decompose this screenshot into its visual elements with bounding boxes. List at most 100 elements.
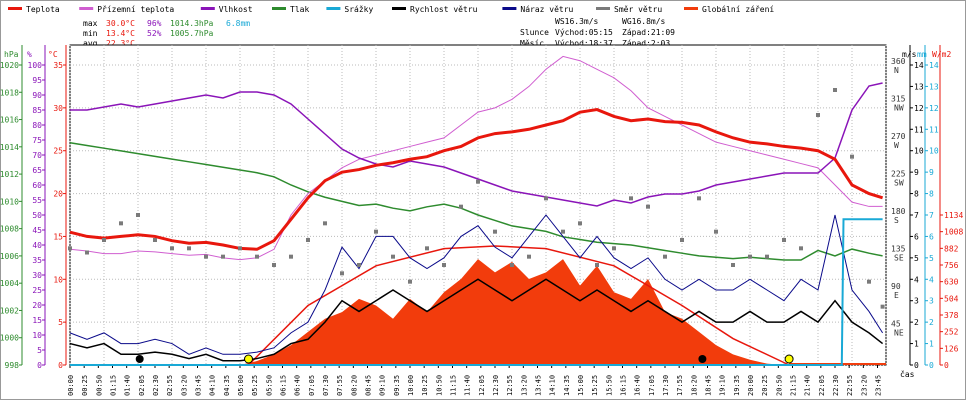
series-wind-direction-point [153,238,157,242]
right-axis-label: 1008 [944,228,963,237]
left-axis-label: 70 [32,151,42,160]
legend-label-6: Náraz větru [520,5,573,14]
left-axis-label: 20 [32,301,42,310]
stats-press-max: 1014.3hPa [170,19,214,28]
x-tick-label: 17:30 [662,375,670,396]
x-tick-label: 18:20 [690,375,698,396]
left-axis-label: 1006 [0,252,19,261]
stats-label-min: min [83,29,98,38]
series-wind-direction-point [833,88,837,92]
series-wind-direction-point [578,221,582,226]
left-axis-unit-0: hPa [4,50,19,59]
direction-deg-SW: 225 [891,170,906,179]
x-tick-label: 22:55 [846,375,854,396]
x-tick-label: 03:45 [195,375,203,396]
left-axis-label: 95 [32,76,42,85]
legend-swatch-1 [79,7,94,10]
left-axis-label: 75 [32,136,42,145]
right-axis-unit-0: m/s [902,50,917,59]
left-axis-label: 1018 [0,88,19,97]
legend-swatch-2 [200,7,215,10]
x-tick-label: 06:15 [280,375,288,396]
left-axis-label: 15 [32,316,42,325]
series-wind-direction-point [357,263,361,267]
series-wind-speed-line [69,278,884,362]
moon-set: Západ:2:03 [622,39,670,48]
right-axis-label: 4 [914,275,919,284]
series-wind-direction-point [391,254,395,259]
series-wind-direction-point [867,279,871,284]
x-tick-label: 08:45 [365,375,373,396]
series-wind-direction-point [238,246,242,251]
right-axis-label: 6 [929,232,934,241]
series-wind-direction-point [510,263,514,267]
series-wind-direction-point [612,246,616,251]
right-axis-label: 0 [914,361,919,370]
series-wind-direction-point [880,304,885,309]
x-tick-label: 05:00 [237,375,245,396]
sun-set: Západ:21:09 [622,28,675,37]
right-axis-label: 1 [929,340,934,349]
x-tick-label: 15:00 [577,375,585,396]
left-axis-label: 25 [32,286,42,295]
series-wind-direction-point [629,196,633,201]
x-tick-label: 05:50 [265,375,273,396]
right-axis-label: 13 [914,82,924,91]
x-tick-label: 00:25 [81,375,89,396]
series-wind-direction-point [170,246,174,251]
x-tick-label: 11:40 [464,375,472,396]
right-axis-label: 882 [944,244,959,253]
x-tick-label: 19:35 [733,375,741,396]
left-axis-unit-1: % [27,50,32,59]
x-tick-label: 09:35 [393,375,401,396]
legend-swatch-6 [502,7,517,10]
stats-hum-max: 96% [147,19,162,28]
x-tick-label: 01:15 [110,375,118,396]
legend-label-0: Teplota [26,5,60,14]
x-tick-label: 07:30 [322,375,330,396]
right-axis-label: 252 [944,328,959,337]
right-axis-label: 5 [914,254,919,263]
direction-deg-E: 90 [891,282,901,291]
x-tick-label: 02:55 [166,375,174,396]
right-axis-label: 0 [929,361,934,370]
right-axis-label: 5 [929,254,934,263]
x-tick-label: 16:15 [620,375,628,396]
left-axis-label: 1004 [0,279,19,288]
series-wind-direction-point [68,246,72,251]
left-axis-label: 30 [53,104,63,113]
series-wind-direction-point [136,213,140,217]
right-axis-label: 11 [929,125,939,134]
right-axis-label: 630 [944,278,959,287]
left-axis-label: 1016 [0,116,19,125]
stats-press-min: 1005.7hPa [170,29,214,38]
x-tick-label: 10:50 [435,375,443,396]
series-wind-direction-point [255,254,259,259]
left-axis-label: 15 [53,232,63,241]
left-axis-label: 50 [32,211,42,220]
direction-name-N: N [894,66,899,75]
x-tick-label: 17:05 [648,375,656,396]
left-axis-label: 1020 [0,61,19,70]
right-axis-unit-2: W/m2 [932,50,951,59]
right-axis-label: 9 [914,168,919,177]
left-axis-label: 5 [58,318,63,327]
x-tick-label: 20:25 [761,375,769,396]
x-tick-label: 21:15 [790,375,798,396]
series-wind-direction-point [850,154,854,159]
series-wind-direction-point [459,204,463,209]
series-wind-direction-point [85,250,89,255]
x-tick-label: 18:45 [705,375,713,396]
x-tick-label: 08:20 [350,375,358,396]
series-wind-direction-point [221,254,225,259]
x-tick-label: 00:00 [67,375,75,396]
left-axis-label: 80 [32,121,42,130]
x-tick-label: 12:55 [506,375,514,396]
right-axis-label: 378 [944,311,959,320]
series-temperature-line [69,108,884,251]
stats-label-avg: avg [83,39,98,48]
stats-temp-min: 13.4°C [106,29,135,38]
moon-rise: Východ:18:37 [555,39,613,48]
right-axis-label: 1 [914,340,919,349]
